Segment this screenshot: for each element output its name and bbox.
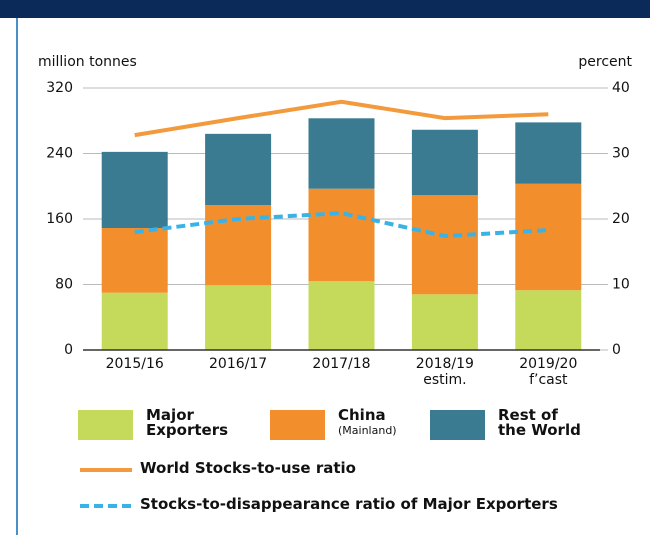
x-tick-label: 2019/20 f’cast: [519, 356, 578, 388]
bar-segment: [101, 228, 168, 293]
x-tick-label: 2015/16: [105, 356, 164, 372]
header-bar: [0, 0, 650, 18]
bar-segment: [101, 292, 168, 350]
y2-axis-label: percent: [578, 54, 632, 70]
bar-segment: [101, 151, 168, 229]
bar-segment: [515, 122, 582, 184]
legend-label: Stocks-to-disappearance ratio of Major E…: [140, 495, 558, 513]
legend-swatch: [430, 410, 485, 440]
legend-note: (Mainland): [338, 424, 397, 437]
legend-swatch: [270, 410, 325, 440]
bar-segment: [515, 183, 582, 291]
legend-label: World Stocks-to-use ratio: [140, 459, 356, 477]
y2-tick-label: 40: [612, 80, 630, 96]
x-tick-label: 2017/18: [312, 356, 371, 372]
y2-tick-label: 30: [612, 146, 630, 162]
bar-segment: [308, 118, 375, 189]
y-tick-label: 240: [46, 146, 73, 162]
bar-segment: [308, 281, 375, 350]
line-series: [134, 99, 549, 138]
bar-segment: [411, 195, 478, 295]
y-tick-label: 80: [55, 277, 73, 293]
bar-segment: [411, 129, 478, 196]
y2-tick-label: 10: [612, 277, 630, 293]
legend-label: Major Exporters: [146, 406, 229, 439]
y-tick-label: 320: [46, 80, 73, 96]
legend-label: Rest of the World: [498, 406, 581, 439]
bar-segment: [308, 188, 375, 282]
left-border: [16, 18, 18, 535]
bar-segment: [205, 285, 272, 350]
legend-label: China (Mainland): [338, 406, 397, 438]
legend-swatch: [78, 410, 133, 440]
y-axis-label: million tonnes: [38, 54, 137, 70]
y2-tick-label: 0: [612, 342, 621, 358]
x-tick-label: 2016/17: [209, 356, 268, 372]
y2-tick-label: 20: [612, 211, 630, 227]
y-tick-label: 160: [46, 211, 73, 227]
bar-segment: [205, 133, 272, 206]
bar-segment: [411, 294, 478, 350]
y-tick-label: 0: [64, 342, 73, 358]
bar-segment: [515, 290, 582, 350]
x-tick-label: 2018/19 estim.: [415, 356, 474, 388]
